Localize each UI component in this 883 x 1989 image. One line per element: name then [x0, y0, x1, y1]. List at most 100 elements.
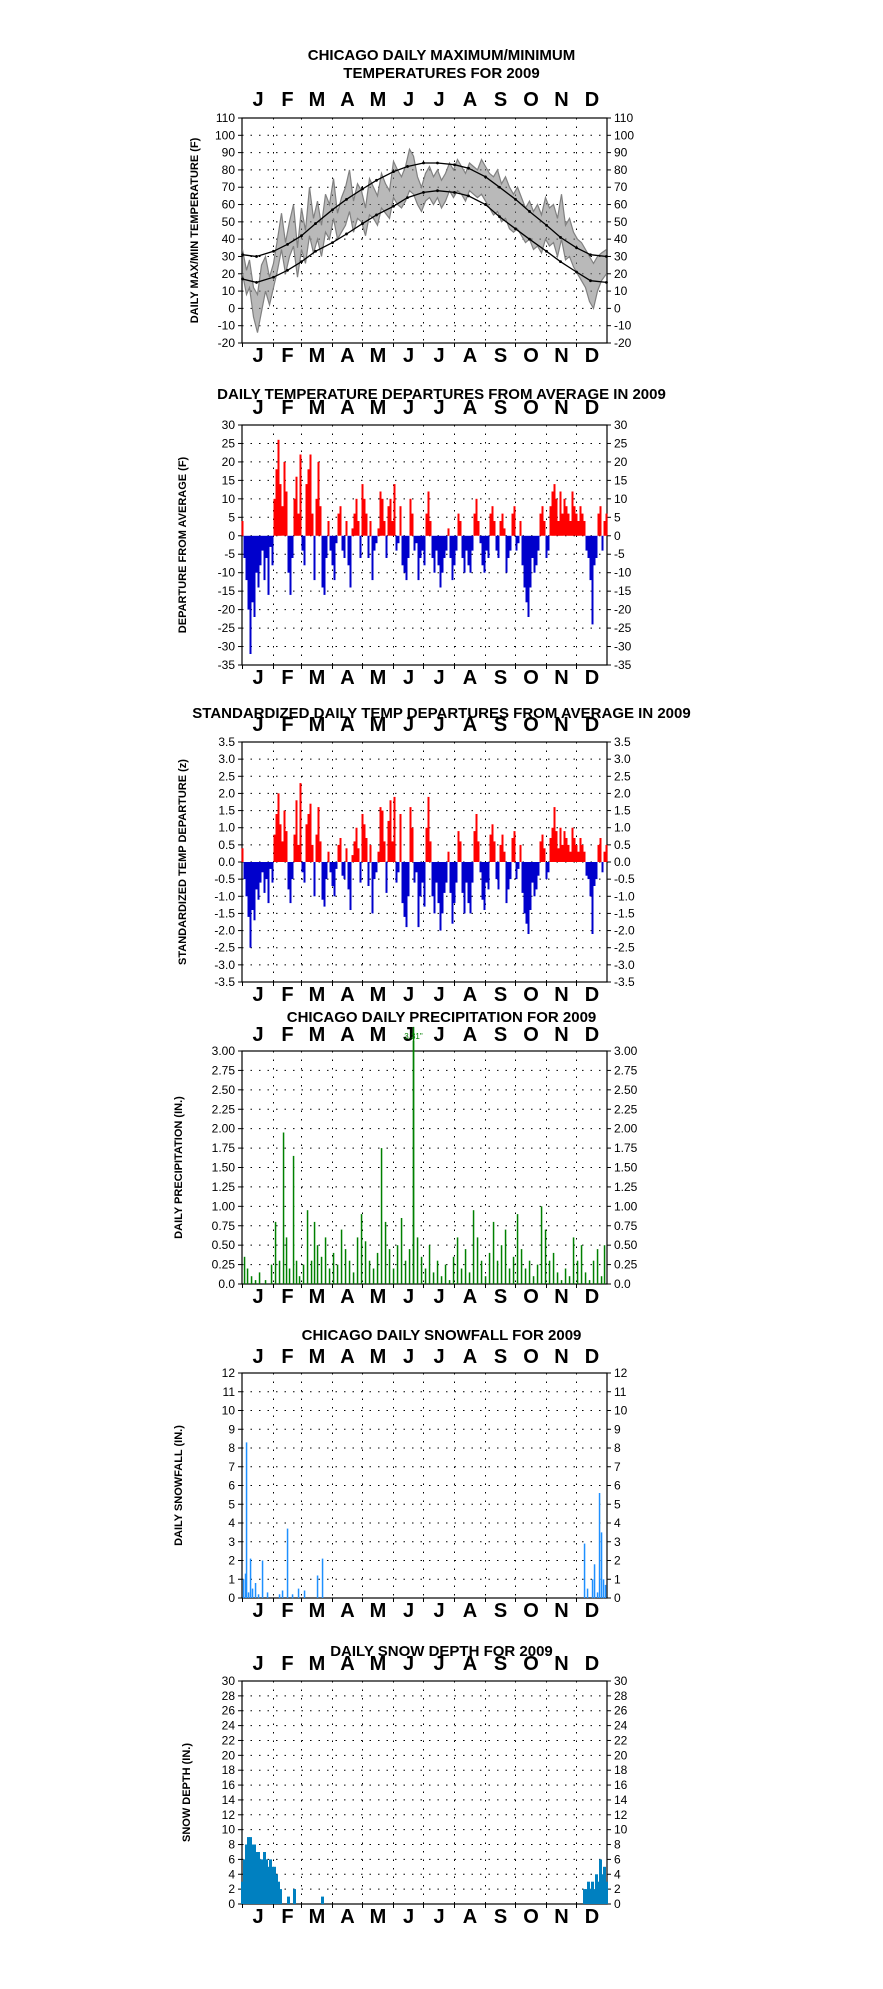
departure-bar — [427, 491, 430, 536]
normal-low-point — [575, 270, 578, 274]
snowfall-bar — [303, 1590, 306, 1598]
snowfall-bar — [257, 1594, 260, 1599]
departure-bar — [417, 862, 420, 928]
month-label-top: A — [340, 1346, 354, 1368]
y-tick-label-right: 20 — [614, 267, 628, 281]
departure-bar — [287, 535, 290, 573]
departure-bar — [425, 827, 428, 862]
normal-high-point — [345, 197, 348, 201]
y-tick-label-left: 10 — [222, 492, 236, 506]
departure-bar — [595, 862, 598, 880]
snowfall-bar — [266, 1592, 269, 1598]
departure-bar — [241, 521, 244, 536]
snowfall-bar — [291, 1594, 294, 1599]
month-label-top: F — [281, 1024, 293, 1046]
y-tick-label-right: 40 — [614, 232, 628, 246]
y-tick-label-left: 10 — [222, 284, 236, 298]
y-tick-label-right: -2.0 — [614, 924, 635, 938]
precip-bar — [336, 1264, 339, 1284]
departure-bar — [585, 535, 588, 551]
departure-bar — [539, 841, 542, 862]
y-tick-label-right: -2.5 — [614, 941, 635, 955]
departure-bar — [271, 862, 274, 883]
y-tick-label-right: -3.5 — [614, 975, 635, 989]
departure-bar — [409, 498, 412, 536]
departure-bar — [243, 862, 246, 880]
departure-bar — [385, 862, 388, 893]
precip-bar — [310, 1260, 313, 1284]
departure-bar — [397, 862, 400, 873]
departure-bar — [317, 807, 320, 862]
precip-bar — [332, 1252, 335, 1284]
y-tick-label-left: 8 — [228, 1838, 235, 1852]
departure-bar — [505, 535, 508, 573]
departure-bar — [413, 862, 416, 883]
departure-bar — [283, 810, 286, 862]
month-label-top: A — [340, 89, 354, 111]
month-label-bottom: D — [585, 667, 599, 689]
y-tick-label-right: 9 — [614, 1422, 621, 1436]
precip-bar — [264, 1280, 267, 1284]
month-label-bottom: N — [554, 1600, 568, 1622]
y-tick-label-left: 5 — [228, 1497, 235, 1511]
y-tick-label-right: 2.50 — [614, 1083, 638, 1097]
precip-max-annotation: 3.31" — [404, 1032, 423, 1041]
departure-bar — [327, 521, 330, 536]
month-label-bottom: A — [463, 345, 477, 367]
y-tick-label-right: 11 — [614, 1385, 627, 1399]
month-label-top: F — [281, 1653, 293, 1675]
month-label-top: N — [554, 714, 568, 736]
y-tick-label-left: 7 — [228, 1460, 235, 1474]
standardized-chart: 3.5 3.5 3.0 3.0 2.5 2.5 2.0 2.0 1.5 1.5 1.0 1.0 0.5 0… — [177, 714, 635, 1006]
y-tick-label-left: 0.75 — [212, 1219, 236, 1233]
snowfall-bar — [254, 1583, 257, 1598]
departure-bar — [349, 535, 352, 588]
departure-bar — [445, 862, 448, 883]
departure-bar — [361, 814, 364, 862]
departure-bar — [387, 820, 390, 862]
y-tick-label-right: -20 — [614, 336, 632, 350]
month-label-bottom: O — [523, 1286, 539, 1308]
month-label-top: M — [309, 714, 326, 736]
month-label-bottom: J — [252, 1286, 263, 1308]
y-tick-label-right: 90 — [614, 146, 628, 160]
y-tick-label-left: -1.0 — [214, 889, 235, 903]
departure-bar — [253, 862, 256, 921]
y-tick-label-right: 3 — [614, 1535, 621, 1549]
y-tick-label-right: -15 — [614, 584, 632, 598]
departure-bar — [383, 521, 386, 536]
departure-bar — [511, 838, 514, 862]
month-label-top: A — [340, 1653, 354, 1675]
snowdepth-bar — [583, 1889, 586, 1904]
departure-bar — [303, 535, 306, 566]
normal-low-point — [514, 227, 517, 231]
departure-bar — [589, 535, 592, 581]
departure-bar — [571, 491, 574, 536]
departure-bar — [465, 862, 468, 883]
month-label-bottom: M — [370, 1906, 387, 1928]
y-tick-label-right: -35 — [614, 658, 632, 672]
departure-bar — [523, 535, 526, 588]
normal-high-point — [406, 165, 409, 168]
departure-bar — [555, 498, 558, 536]
departure-bar — [443, 535, 446, 558]
y-tick-label-left: -15 — [218, 584, 236, 598]
departure-bar — [577, 521, 580, 536]
month-label-top: J — [403, 1024, 414, 1046]
precip-bar — [420, 1256, 423, 1284]
month-label-top: A — [463, 397, 477, 419]
month-label-top: J — [403, 397, 414, 419]
month-label-top: O — [523, 397, 539, 419]
normal-high-point — [498, 185, 501, 189]
departure-bar — [533, 535, 536, 573]
departure-bar — [415, 862, 418, 873]
departure-bar — [523, 862, 526, 914]
month-label-bottom: N — [554, 984, 568, 1006]
y-tick-label-right: 20 — [614, 1748, 628, 1762]
departure-bar — [375, 535, 378, 544]
departure-bar — [575, 844, 578, 862]
normal-high-point — [453, 163, 456, 167]
departure-bar — [401, 535, 404, 566]
month-label-bottom: J — [433, 984, 444, 1006]
departure-bar — [469, 535, 472, 573]
